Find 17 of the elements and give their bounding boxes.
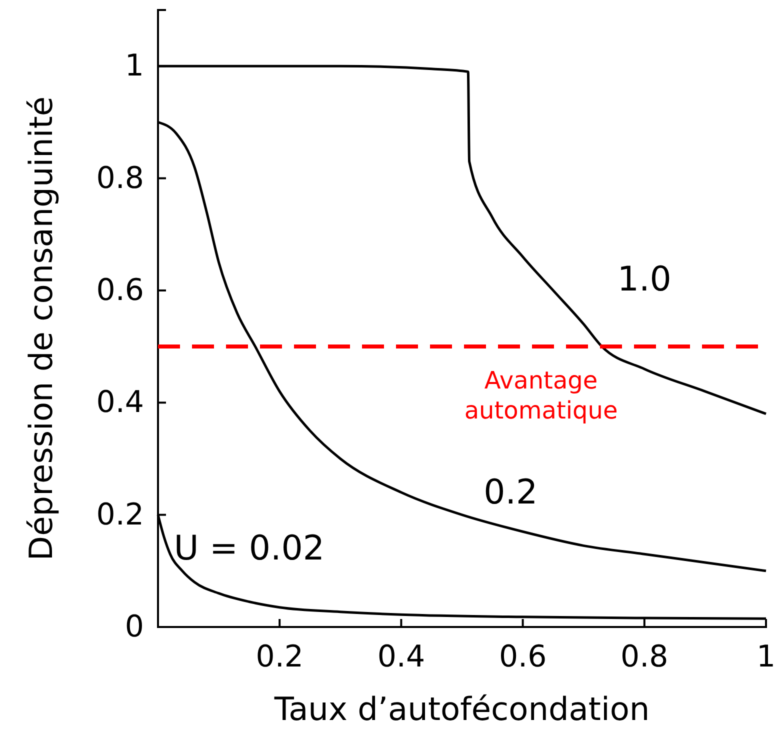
x-tick-label: 1 <box>756 639 776 674</box>
series-label: 0.2 <box>484 472 538 513</box>
x-tick-label: 0.6 <box>498 639 547 674</box>
y-tick-label: 0.4 <box>96 385 144 420</box>
x-axis-title: Taux d’autofécondation <box>273 690 650 728</box>
x-tick-label: 0.2 <box>256 639 304 674</box>
ref-line-label: Avantage automatique <box>464 366 618 425</box>
y-tick-label: 0.8 <box>96 160 144 196</box>
y-tick-label: 0.2 <box>96 497 144 532</box>
series-label: 1.0 <box>617 259 672 300</box>
x-tick-label: 0.8 <box>620 639 668 674</box>
y-tick-label: 0.6 <box>96 273 144 308</box>
series-label: U = 0.02 <box>174 528 325 569</box>
y-axis-title: Dépression de consanguinité <box>22 96 60 561</box>
x-tick-label: 0.4 <box>377 639 426 674</box>
y-tick-label: 1 <box>124 48 144 84</box>
y-tick-label: 0 <box>124 610 144 645</box>
